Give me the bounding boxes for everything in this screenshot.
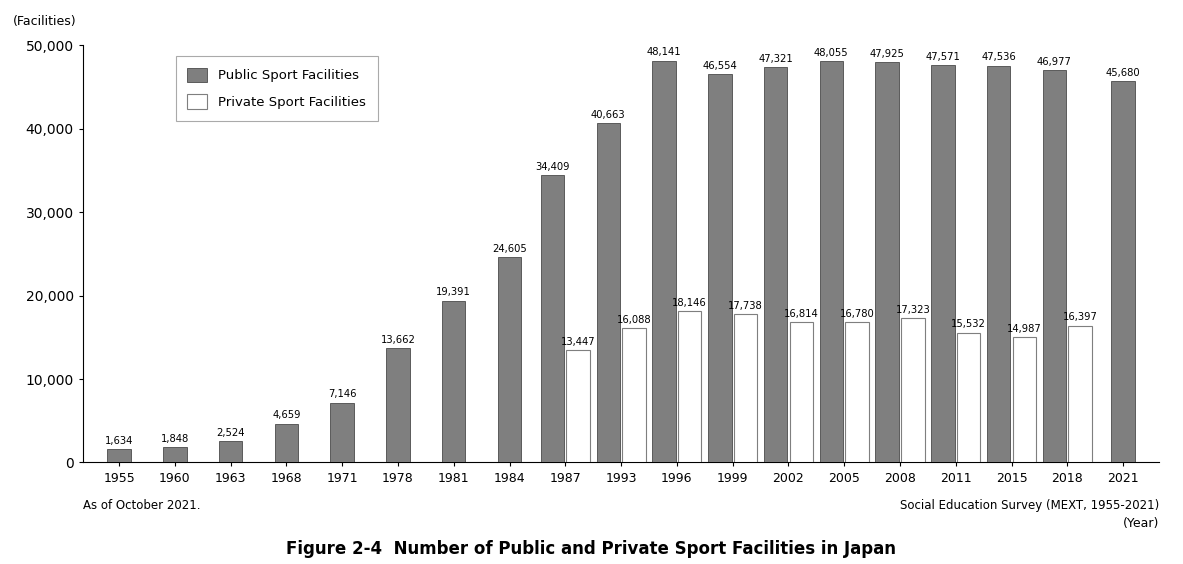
Text: 40,663: 40,663 (592, 110, 626, 120)
Text: (Facilities): (Facilities) (13, 15, 77, 28)
Text: 48,055: 48,055 (814, 48, 848, 58)
Text: 16,397: 16,397 (1062, 312, 1098, 322)
Text: 1,848: 1,848 (161, 434, 189, 444)
Bar (901, 318, 924, 462)
Bar (1068, 325, 1092, 462)
Bar (330, 403, 354, 462)
Bar (498, 257, 522, 462)
Bar (1013, 337, 1036, 462)
Text: 4,659: 4,659 (272, 410, 300, 420)
Legend: Public Sport Facilities, Private Sport Facilities: Public Sport Facilities, Private Sport F… (175, 56, 377, 121)
Text: 47,321: 47,321 (758, 54, 793, 64)
Bar (709, 74, 731, 462)
Text: 34,409: 34,409 (535, 162, 570, 172)
Text: 47,536: 47,536 (982, 52, 1016, 63)
Text: 18,146: 18,146 (672, 298, 707, 308)
Bar (1042, 70, 1066, 462)
Text: 45,680: 45,680 (1106, 68, 1140, 78)
Bar (386, 349, 409, 462)
Text: 2,524: 2,524 (216, 428, 245, 438)
Bar (1111, 81, 1134, 462)
Text: Social Education Survey (MEXT, 1955-2021): Social Education Survey (MEXT, 1955-2021… (900, 499, 1159, 512)
Text: 1,634: 1,634 (105, 435, 134, 446)
Bar (163, 447, 187, 462)
Bar (219, 442, 243, 462)
Bar (596, 123, 620, 462)
Bar (442, 301, 465, 462)
Text: 46,977: 46,977 (1037, 57, 1072, 67)
Text: 16,780: 16,780 (840, 309, 874, 319)
Text: 48,141: 48,141 (647, 47, 681, 58)
Text: As of October 2021.: As of October 2021. (83, 499, 200, 512)
Bar (274, 424, 298, 462)
Bar (567, 350, 590, 462)
Bar (652, 61, 675, 462)
Bar (987, 65, 1010, 462)
Text: Figure 2-4  Number of Public and Private Sport Facilities in Japan: Figure 2-4 Number of Public and Private … (286, 540, 897, 558)
Bar (957, 333, 981, 462)
Text: 16,088: 16,088 (616, 315, 651, 325)
Text: 17,738: 17,738 (728, 301, 763, 311)
Text: 47,571: 47,571 (925, 52, 961, 62)
Text: 13,662: 13,662 (381, 335, 415, 345)
Text: 14,987: 14,987 (1007, 324, 1042, 334)
Bar (541, 175, 564, 462)
Text: 7,146: 7,146 (328, 390, 356, 399)
Text: 13,447: 13,447 (561, 337, 595, 347)
Text: 47,925: 47,925 (870, 49, 905, 59)
Bar (931, 65, 955, 462)
Bar (622, 328, 646, 462)
Text: 16,814: 16,814 (784, 309, 819, 319)
Text: 15,532: 15,532 (951, 319, 985, 329)
Text: 19,391: 19,391 (437, 287, 471, 297)
Bar (678, 311, 702, 462)
Bar (820, 61, 843, 462)
Bar (108, 449, 131, 462)
Bar (846, 323, 868, 462)
Bar (764, 68, 788, 462)
Text: 46,554: 46,554 (703, 60, 737, 70)
Text: (Year): (Year) (1123, 517, 1159, 530)
Text: 24,605: 24,605 (492, 244, 526, 254)
Bar (733, 314, 757, 462)
Bar (875, 63, 899, 462)
Text: 17,323: 17,323 (896, 305, 930, 315)
Bar (789, 322, 813, 462)
